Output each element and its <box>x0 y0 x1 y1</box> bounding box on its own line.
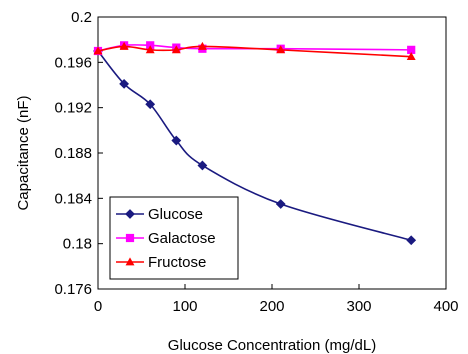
y-tick-label: 0.2 <box>71 9 92 26</box>
y-tick-label: 0.188 <box>54 145 92 162</box>
data-point-fructose <box>171 45 181 54</box>
data-point-glucose <box>145 99 156 110</box>
y-axis-ticks: 0.176 0.18 0.184 0.188 0.192 0.196 0.2 <box>54 9 103 298</box>
y-tick-label: 0.196 <box>54 54 92 71</box>
y-tick-label: 0.18 <box>63 236 92 253</box>
x-tick-label: 200 <box>259 298 284 315</box>
y-axis-title: Capacitance (nF) <box>15 95 32 210</box>
series-layer <box>93 41 417 246</box>
legend-label-galactose: Galactose <box>148 230 216 247</box>
legend-marker-galactose <box>125 233 135 243</box>
legend-item-fructose: Fructose <box>116 254 206 271</box>
y-tick-label: 0.192 <box>54 100 92 117</box>
data-point-glucose <box>197 160 208 171</box>
plot-frame <box>97 16 447 290</box>
data-point-fructose <box>93 46 103 55</box>
legend-marker-fructose <box>125 257 135 266</box>
data-point-glucose <box>119 78 130 89</box>
data-point-fructose <box>276 45 286 54</box>
series-line-fructose <box>97 45 412 58</box>
legend-label-fructose: Fructose <box>148 254 206 271</box>
y-tick-label: 0.176 <box>54 281 92 298</box>
legend-item-galactose: Galactose <box>116 230 216 247</box>
x-axis-ticks: 0 100 200 300 400 <box>94 284 459 315</box>
x-tick-label: 0 <box>94 298 102 315</box>
data-point-fructose <box>406 52 416 61</box>
data-point-glucose <box>171 135 182 146</box>
data-point-fructose <box>197 41 207 50</box>
legend-label-glucose: Glucose <box>148 206 203 223</box>
data-point-fructose <box>119 41 129 50</box>
data-point-fructose <box>145 45 155 54</box>
plot-area <box>97 16 447 290</box>
legend-marker-glucose <box>125 209 135 219</box>
data-point-glucose <box>406 235 417 246</box>
y-tick-label: 0.184 <box>54 190 92 207</box>
x-tick-label: 300 <box>346 298 371 315</box>
legend-item-glucose: Glucose <box>116 206 203 223</box>
legend: Glucose Galactose Fructose <box>109 196 239 280</box>
x-axis-title: Glucose Concentration (mg/dL) <box>168 337 376 354</box>
series-fructose <box>93 41 416 61</box>
x-tick-label: 400 <box>433 298 458 315</box>
x-tick-label: 100 <box>172 298 197 315</box>
data-point-glucose <box>275 199 286 209</box>
